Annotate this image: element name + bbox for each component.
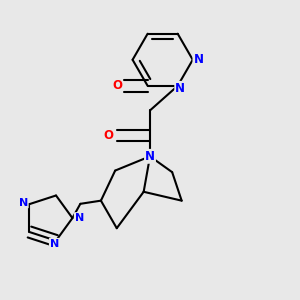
Text: N: N: [19, 197, 28, 208]
Text: N: N: [75, 213, 84, 223]
Text: N: N: [145, 150, 155, 163]
Text: N: N: [175, 82, 185, 95]
Text: N: N: [194, 53, 203, 66]
Text: N: N: [50, 239, 59, 249]
Text: O: O: [104, 129, 114, 142]
Text: O: O: [112, 79, 122, 92]
